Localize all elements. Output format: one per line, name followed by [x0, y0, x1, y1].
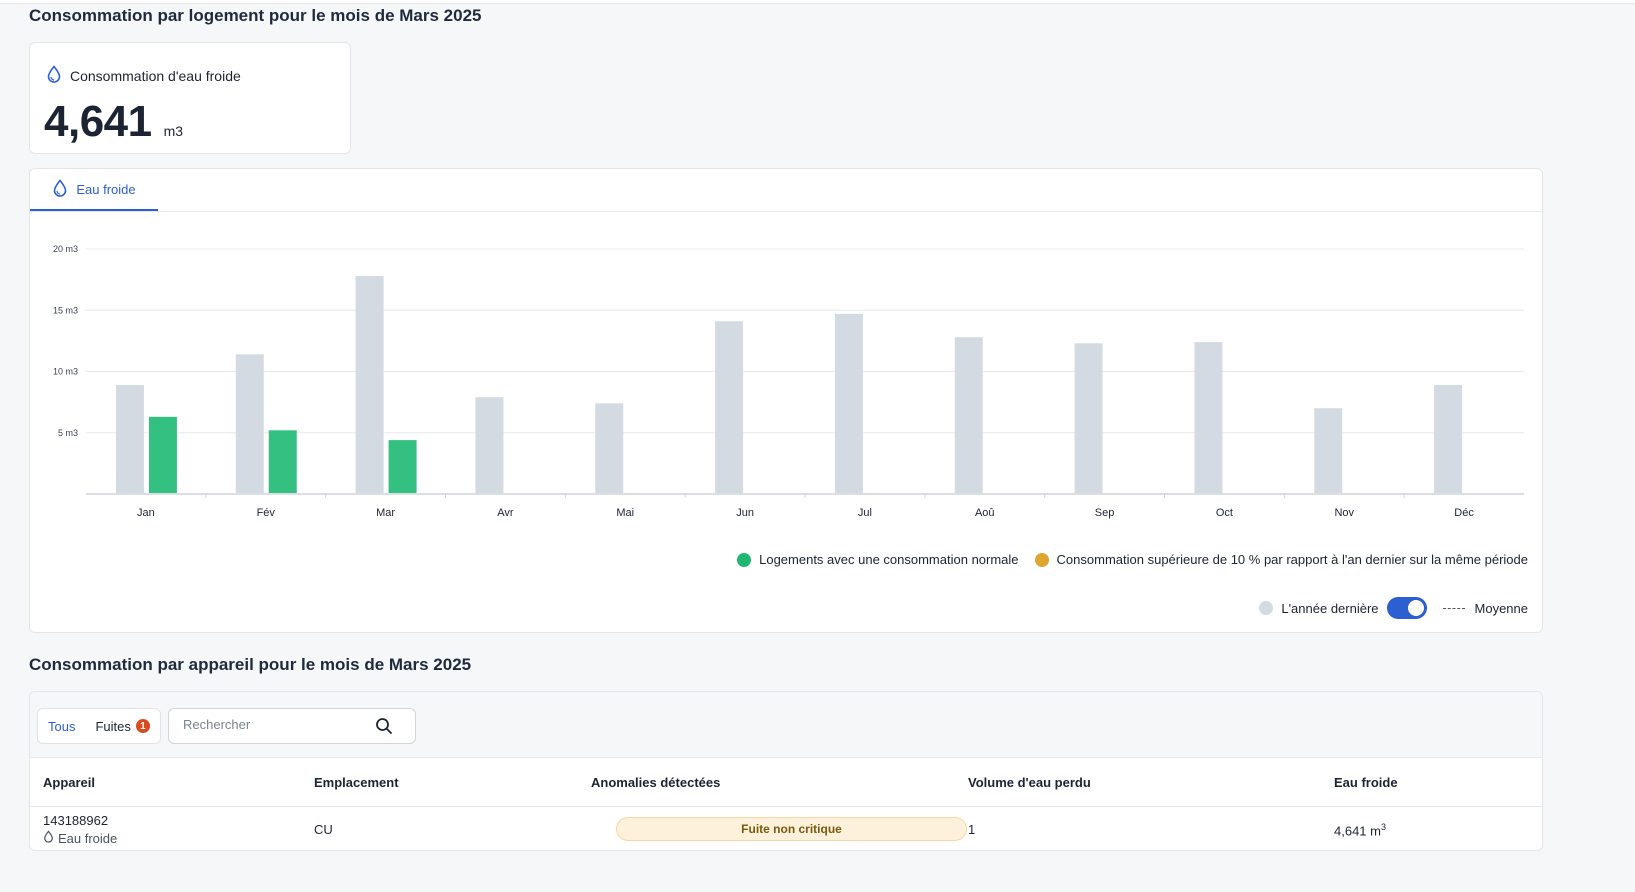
- search-icon[interactable]: [375, 717, 393, 740]
- x-tick-label: Mar: [376, 507, 395, 519]
- x-tick-label: Mai: [616, 507, 634, 519]
- x-tick-label: Fév: [257, 507, 276, 519]
- device-type: Eau froide: [43, 830, 117, 846]
- anomaly-badge: Fuite non critique: [616, 817, 967, 841]
- bar-last-year: [1434, 384, 1463, 493]
- bar-last-year: [1314, 408, 1343, 493]
- y-tick-label: 20 m3: [53, 244, 78, 254]
- x-tick-label: Jul: [858, 507, 872, 519]
- y-tick-label: 15 m3: [53, 305, 78, 315]
- cold-water-metric-card: Consommation d'eau froide 4,641 m3: [29, 42, 351, 154]
- metric-value-group: 4,641 m3: [44, 97, 183, 147]
- bar-chart: 5 m3 10 m3 15 m3 20 m3 Jan Fév Mar Avr Mai Jun Jul…: [53, 244, 1524, 519]
- header-divider: [30, 806, 1542, 807]
- bar-last-year: [475, 397, 504, 493]
- toggle-knob: [1407, 600, 1424, 616]
- filter-leaks-label: Fuites: [95, 718, 131, 734]
- y-tick-label: 10 m3: [53, 367, 78, 377]
- filter-segmented-control: Tous Fuites 1: [37, 708, 161, 744]
- legend-bottom: L'année dernière Moyenne: [1259, 597, 1528, 619]
- last-year-toggle[interactable]: [1386, 597, 1427, 619]
- metric-unit: m3: [163, 123, 184, 139]
- tab-eau-froide[interactable]: Eau froide: [30, 169, 158, 211]
- top-divider: [0, 0, 1635, 4]
- bar-last-year: [355, 275, 384, 493]
- bar-last-year: [715, 321, 744, 493]
- cold-water-value: 4,641 m3: [1334, 822, 1386, 838]
- page-title: Consommation par logement pour le mois d…: [29, 6, 482, 25]
- x-tick-label: Nov: [1334, 507, 1354, 519]
- leaks-count-badge: 1: [135, 719, 150, 733]
- tab-label: Eau froide: [76, 181, 136, 197]
- x-tick-label: Oct: [1216, 507, 1233, 519]
- cold-water-amount: 4,641 m: [1334, 823, 1381, 839]
- bar-last-year: [954, 337, 983, 493]
- search-box: [168, 708, 416, 744]
- legend-top: Logements avec une consommation normale …: [737, 552, 1528, 567]
- filter-leaks[interactable]: Fuites 1: [85, 709, 159, 743]
- tab-divider: [30, 211, 1542, 212]
- bar-last-year: [235, 354, 264, 493]
- water-drop-icon: [46, 65, 62, 86]
- bar-last-year: [1074, 343, 1103, 493]
- legend-last-year-dot: [1259, 601, 1274, 615]
- bar-last-year: [1194, 342, 1223, 493]
- bar-last-year: [834, 313, 863, 493]
- x-tick-label: Déc: [1454, 507, 1474, 519]
- legend-above-label: Consommation supérieure de 10 % par rapp…: [1056, 552, 1528, 567]
- x-tick-label: Jan: [137, 507, 155, 519]
- x-tick-label: Jun: [736, 507, 754, 519]
- legend-normal-label: Logements avec une consommation normale: [759, 552, 1019, 567]
- device-location: CU: [314, 822, 333, 837]
- device-id: 143188962: [43, 813, 109, 828]
- column-header-cold-water: Eau froide: [1334, 775, 1398, 790]
- cold-water-unit-exponent: 3: [1380, 822, 1386, 832]
- average-dash-line: [1442, 607, 1465, 609]
- metric-value: 4,641: [44, 97, 152, 146]
- lost-volume-value: 1: [968, 822, 976, 837]
- column-header-device: Appareil: [43, 775, 96, 790]
- bar-current-year: [148, 416, 177, 493]
- bar-last-year: [595, 403, 624, 493]
- legend-above-dot: [1034, 552, 1049, 567]
- search-input[interactable]: [183, 717, 363, 732]
- legend-normal-dot: [737, 552, 752, 567]
- devices-table-card: Tous Fuites 1 Appareil Emplacement Anoma…: [29, 691, 1543, 851]
- water-drop-icon: [52, 178, 68, 200]
- metric-header: Consommation d'eau froide: [46, 65, 241, 86]
- legend-last-year-label: L'année dernière: [1281, 600, 1379, 616]
- filter-all[interactable]: Tous: [48, 718, 76, 734]
- column-header-anomalies: Anomalies détectées: [591, 775, 721, 790]
- column-header-location: Emplacement: [314, 775, 399, 790]
- bar-current-year: [268, 430, 297, 493]
- bar-current-year: [388, 440, 417, 493]
- device-type-label: Eau froide: [58, 830, 118, 846]
- devices-section-title: Consommation par appareil pour le mois d…: [29, 655, 472, 674]
- legend-average-label: Moyenne: [1474, 600, 1528, 616]
- metric-label: Consommation d'eau froide: [70, 67, 241, 84]
- filter-bar: Tous Fuites 1: [30, 692, 1542, 758]
- column-header-lost-volume: Volume d'eau perdu: [968, 775, 1091, 790]
- chart-panel: Eau froide 5 m3 10 m3 15 m3 20 m3 Jan Fév Mar A…: [29, 168, 1543, 633]
- water-drop-icon: [43, 830, 54, 846]
- x-tick-label: Aoû: [975, 507, 995, 519]
- x-tick-label: Sep: [1095, 507, 1115, 519]
- x-tick-label: Avr: [497, 507, 514, 519]
- bar-last-year: [115, 384, 144, 493]
- y-tick-label: 5 m3: [58, 428, 78, 438]
